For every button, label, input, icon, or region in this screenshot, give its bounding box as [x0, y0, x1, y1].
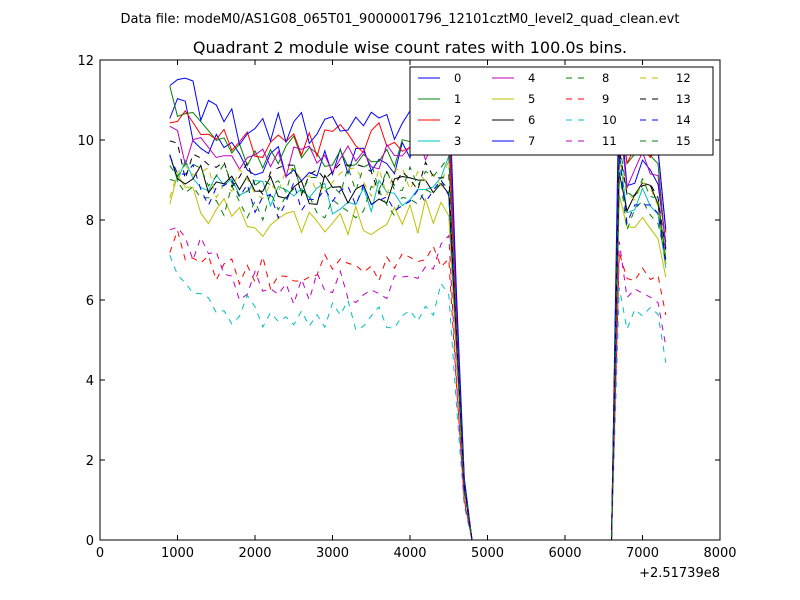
- y-tick-label: 12: [77, 54, 94, 69]
- legend-label-14: 14: [676, 113, 691, 127]
- legend-label-8: 8: [602, 71, 609, 85]
- legend-label-2: 2: [454, 113, 461, 127]
- x-tick-label: 5000: [471, 546, 504, 561]
- y-tick-label: 8: [86, 214, 94, 229]
- y-tick-label: 10: [77, 134, 94, 149]
- series-line-0: [169, 97, 667, 541]
- y-tick-label: 4: [86, 374, 94, 389]
- data-file-title: Data file: modeM0/AS1G08_065T01_90000017…: [121, 12, 680, 27]
- legend-label-9: 9: [602, 92, 609, 106]
- x-tick-label: 0: [96, 546, 104, 561]
- series-line-8: [169, 168, 667, 541]
- legend-label-13: 13: [676, 92, 691, 106]
- series-line-5: [169, 173, 667, 541]
- legend-label-0: 0: [454, 71, 461, 85]
- series-line-10: [169, 255, 667, 541]
- legend-label-15: 15: [676, 134, 691, 148]
- x-tick-label: 2000: [238, 546, 271, 561]
- series-line-6: [169, 154, 667, 541]
- x-tick-label: 4000: [393, 546, 426, 561]
- series-line-3: [169, 151, 667, 541]
- y-tick-label: 6: [86, 294, 94, 309]
- legend-label-10: 10: [602, 113, 617, 127]
- legend-label-5: 5: [528, 92, 535, 106]
- series-line-14: [169, 155, 667, 541]
- chart-title: Quadrant 2 module wise count rates with …: [193, 38, 627, 57]
- legend-label-1: 1: [454, 92, 461, 106]
- legend-label-3: 3: [454, 134, 461, 148]
- legend-label-7: 7: [528, 134, 535, 148]
- y-tick-label: 0: [86, 534, 94, 549]
- x-tick-label: 6000: [548, 546, 581, 561]
- x-tick-label: 7000: [626, 546, 659, 561]
- series-line-9: [169, 228, 667, 541]
- axes-layer: 0 1000 2000 3000 4000 5000 6000 7000 80000246810…: [77, 54, 736, 561]
- series-line-12: [169, 159, 667, 541]
- x-tick-label: 1000: [161, 546, 194, 561]
- x-offset-label: +2.51739e8: [639, 566, 720, 581]
- series-line-15: [169, 143, 667, 541]
- series-line-2: [169, 99, 667, 541]
- series-line-11: [169, 226, 667, 541]
- legend-label-4: 4: [528, 71, 535, 85]
- legend-frame: [409, 66, 714, 156]
- series-line-13: [169, 140, 667, 541]
- y-tick-label: 2: [86, 454, 94, 469]
- legend-label-11: 11: [602, 134, 617, 148]
- x-tick-label: 8000: [703, 546, 736, 561]
- x-tick-label: 3000: [316, 546, 349, 561]
- legend-label-6: 6: [528, 113, 535, 127]
- legend-label-12: 12: [676, 71, 691, 85]
